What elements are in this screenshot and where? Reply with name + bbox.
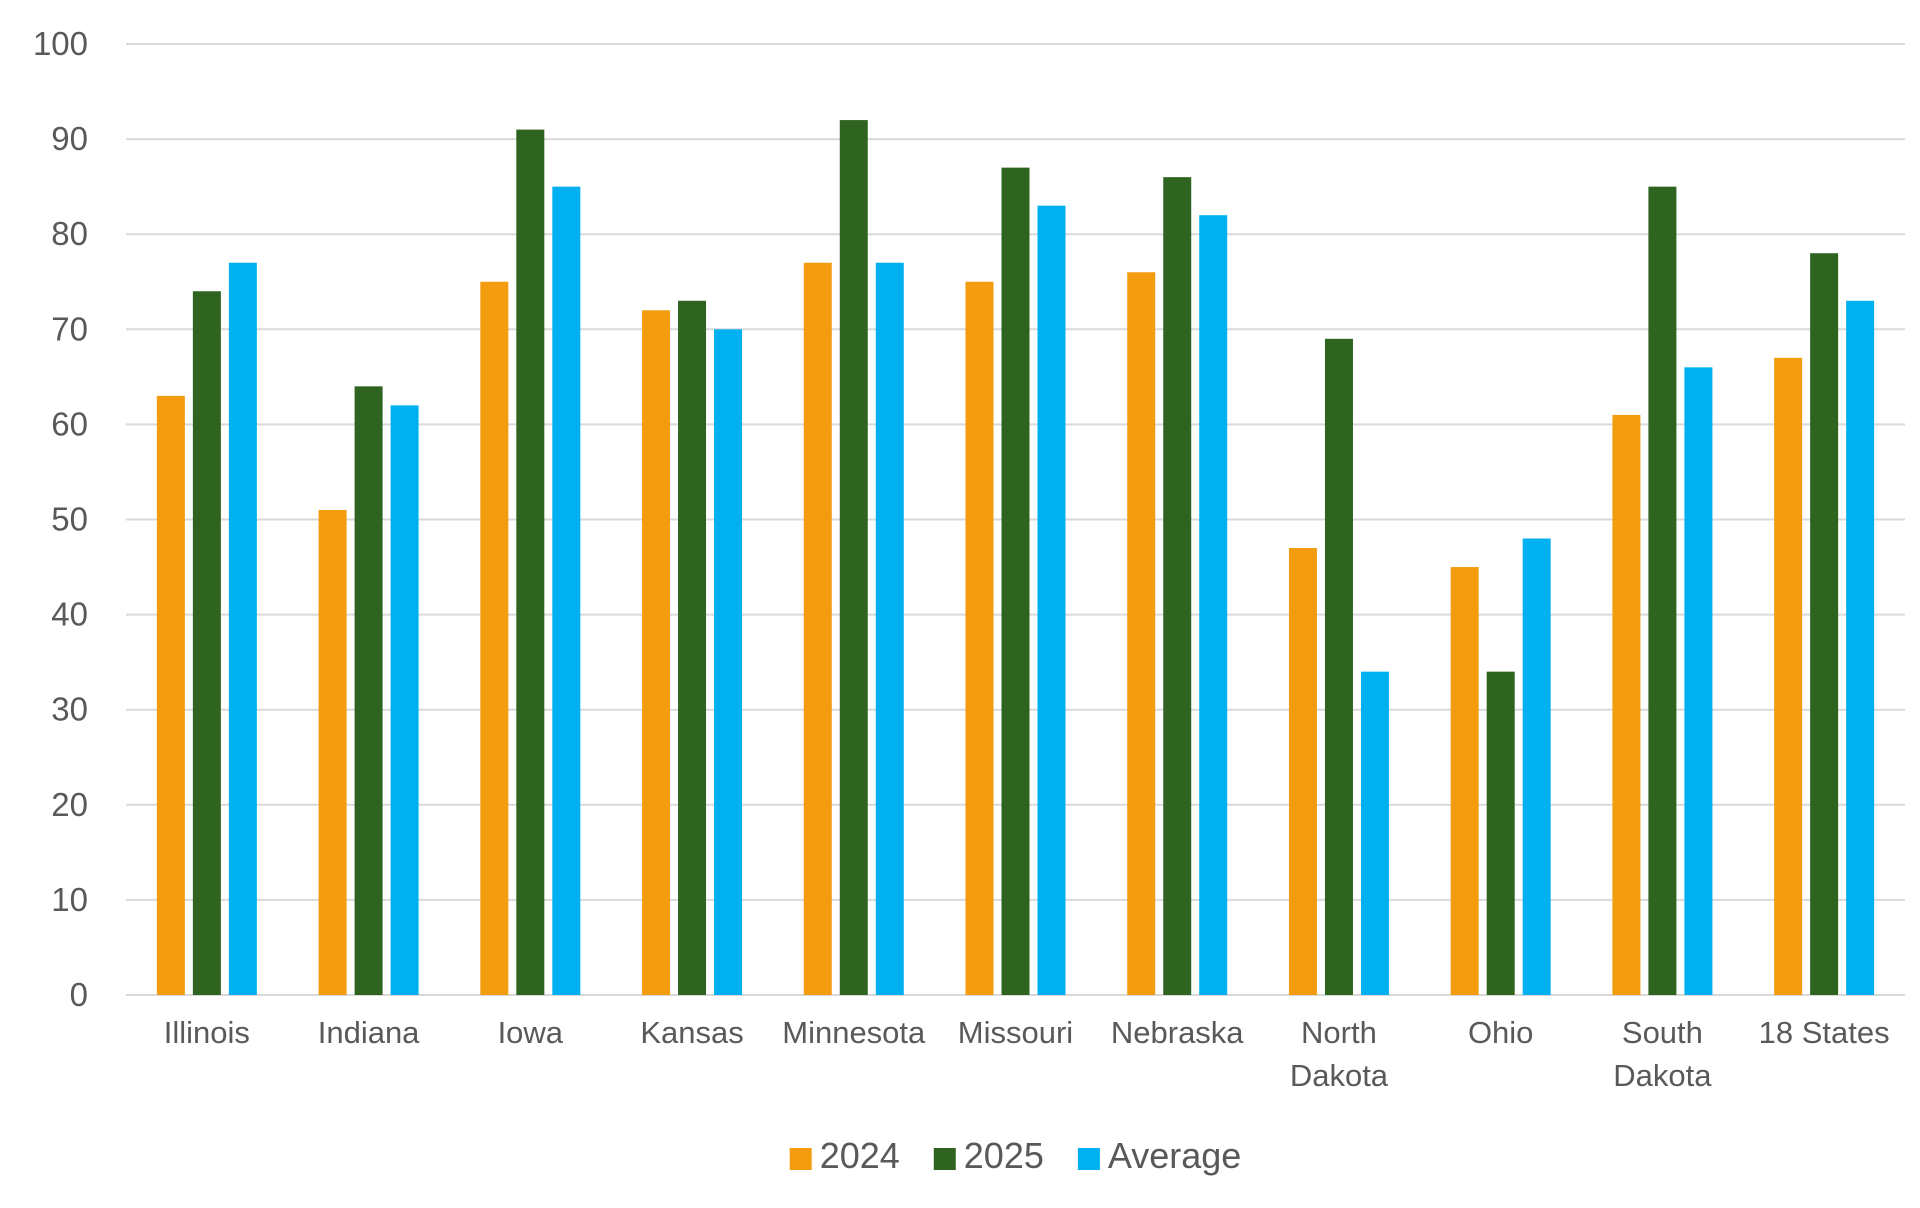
bar-average xyxy=(1037,205,1066,996)
legend: 2024 2025 Average xyxy=(789,1135,1241,1176)
legend-label: Average xyxy=(1108,1135,1241,1176)
y-tick-label: 60 xyxy=(51,405,88,442)
x-tick-label-line: North xyxy=(1301,1015,1377,1050)
x-tick-label: Indiana xyxy=(318,1015,420,1050)
x-tick-label-line: Illinois xyxy=(164,1015,250,1050)
bars xyxy=(156,120,1875,996)
bar-2024 xyxy=(803,262,832,996)
bar-2024 xyxy=(1450,567,1479,995)
bar-2025 xyxy=(1648,186,1677,995)
bar-average xyxy=(1199,215,1228,995)
bar-average xyxy=(390,405,419,995)
x-tick-label-line: Nebraska xyxy=(1111,1015,1244,1050)
bar-2025 xyxy=(1810,253,1839,996)
bar-2024 xyxy=(318,509,347,995)
bar-2024 xyxy=(480,281,509,995)
x-tick-label-line: Dakota xyxy=(1613,1058,1712,1093)
bar-2024 xyxy=(1127,272,1156,995)
legend-label: 2025 xyxy=(964,1135,1044,1176)
bar-2025 xyxy=(839,120,868,995)
x-tick-label: Nebraska xyxy=(1111,1015,1244,1050)
x-tick-label-line: Indiana xyxy=(318,1015,420,1050)
x-axis-category-labels: Illinois Indiana Iowa Kansas Minnesota Missou… xyxy=(164,1015,1890,1093)
bar-2024 xyxy=(642,310,671,995)
bar-2025 xyxy=(678,300,707,995)
y-tick-label: 0 xyxy=(70,976,88,1013)
legend-label: 2024 xyxy=(820,1135,900,1176)
x-tick-label: Kansas xyxy=(640,1015,743,1050)
bar-2025 xyxy=(516,129,545,996)
x-tick-label-line: Kansas xyxy=(640,1015,743,1050)
legend-swatch xyxy=(933,1148,956,1170)
y-tick-label: 10 xyxy=(51,881,88,918)
x-tick-label-line: Minnesota xyxy=(782,1015,926,1050)
x-tick-label-line: Missouri xyxy=(958,1015,1073,1050)
x-tick-label-line: Ohio xyxy=(1468,1015,1533,1050)
bar-2024 xyxy=(1612,414,1641,995)
y-axis-tick-labels: 0 10 20 30 40 50 60 70 80 90 100 xyxy=(33,25,88,1013)
x-tick-label: Missouri xyxy=(958,1015,1073,1050)
bar-average xyxy=(1522,538,1551,995)
x-tick-label-line: 18 States xyxy=(1759,1015,1890,1050)
legend-item: 2025 xyxy=(933,1135,1044,1176)
legend-items: 2024 2025 Average xyxy=(789,1135,1241,1176)
bar-2025 xyxy=(1324,338,1353,995)
y-tick-label: 50 xyxy=(51,501,88,538)
x-tick-label: Iowa xyxy=(498,1015,564,1050)
bar-average xyxy=(228,262,257,996)
x-tick-label-line: Dakota xyxy=(1290,1058,1389,1093)
bar-2024 xyxy=(156,395,185,995)
legend-item: Average xyxy=(1077,1135,1241,1176)
x-tick-label: Illinois xyxy=(164,1015,250,1050)
y-tick-label: 80 xyxy=(51,215,88,252)
bar-2025 xyxy=(1486,671,1515,995)
bar-2025 xyxy=(192,291,221,995)
y-tick-label: 100 xyxy=(33,25,88,62)
bar-average xyxy=(1684,367,1713,996)
y-tick-label: 30 xyxy=(51,691,88,728)
legend-item: 2024 xyxy=(789,1135,900,1176)
x-tick-label: Ohio xyxy=(1468,1015,1533,1050)
x-tick-label: North Dakota xyxy=(1290,1015,1389,1093)
x-tick-label: 18 States xyxy=(1759,1015,1890,1050)
bar-2024 xyxy=(965,281,994,995)
bar-2025 xyxy=(1001,167,1030,995)
x-tick-label-line: Iowa xyxy=(498,1015,564,1050)
y-tick-label: 70 xyxy=(51,310,88,347)
x-tick-label: Minnesota xyxy=(782,1015,926,1050)
bar-2025 xyxy=(354,386,383,995)
bar-average xyxy=(875,262,904,996)
y-tick-label: 20 xyxy=(51,786,88,823)
legend-swatch xyxy=(789,1148,812,1170)
x-tick-label: South Dakota xyxy=(1613,1015,1712,1093)
bar-average xyxy=(1846,300,1875,995)
bar-2024 xyxy=(1288,548,1317,995)
bar-average xyxy=(552,186,581,995)
legend-swatch xyxy=(1077,1148,1100,1170)
bar-2024 xyxy=(1774,357,1803,996)
bar-average xyxy=(1360,671,1389,995)
y-tick-label: 90 xyxy=(51,120,88,157)
bar-2025 xyxy=(1163,177,1192,995)
x-tick-label-line: South xyxy=(1622,1015,1703,1050)
bar-average xyxy=(714,329,743,995)
y-tick-label: 40 xyxy=(51,596,88,633)
